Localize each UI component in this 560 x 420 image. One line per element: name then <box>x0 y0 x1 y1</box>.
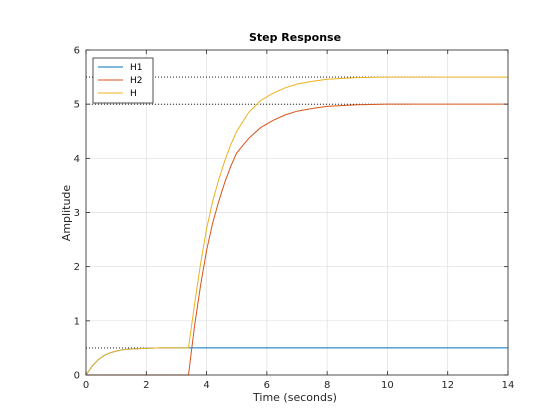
y-tick-label: 2 <box>74 262 80 273</box>
y-tick-label: 5 <box>74 100 80 111</box>
legend-label-h: H <box>130 89 137 99</box>
x-tick-label: 10 <box>381 380 394 391</box>
series-line-h2 <box>86 103 508 376</box>
y-tick-label: 4 <box>74 154 80 165</box>
x-tick-label: 12 <box>441 380 454 391</box>
y-tick-label: 1 <box>74 316 80 327</box>
series-line-h <box>85 76 508 376</box>
legend-label-h2: H2 <box>130 76 143 86</box>
chart-title: Step Response <box>249 31 341 44</box>
x-tick-label: 4 <box>203 380 209 391</box>
x-tick-label: 6 <box>264 380 270 391</box>
legend: H1 H2 H <box>92 57 154 104</box>
y-tick-label: 0 <box>74 371 80 382</box>
legend-label-h1: H1 <box>130 63 143 73</box>
series-lines <box>85 76 508 376</box>
y-axis-label: Amplitude <box>60 185 73 242</box>
x-tick-label: 8 <box>324 380 330 391</box>
x-tick-label: 2 <box>143 380 149 391</box>
x-tick-label: 0 <box>83 380 89 391</box>
y-tick-label: 3 <box>74 208 80 219</box>
x-axis-label: Time (seconds) <box>252 391 337 404</box>
x-tick-label: 14 <box>502 380 515 391</box>
y-tick-label: 6 <box>74 46 80 57</box>
